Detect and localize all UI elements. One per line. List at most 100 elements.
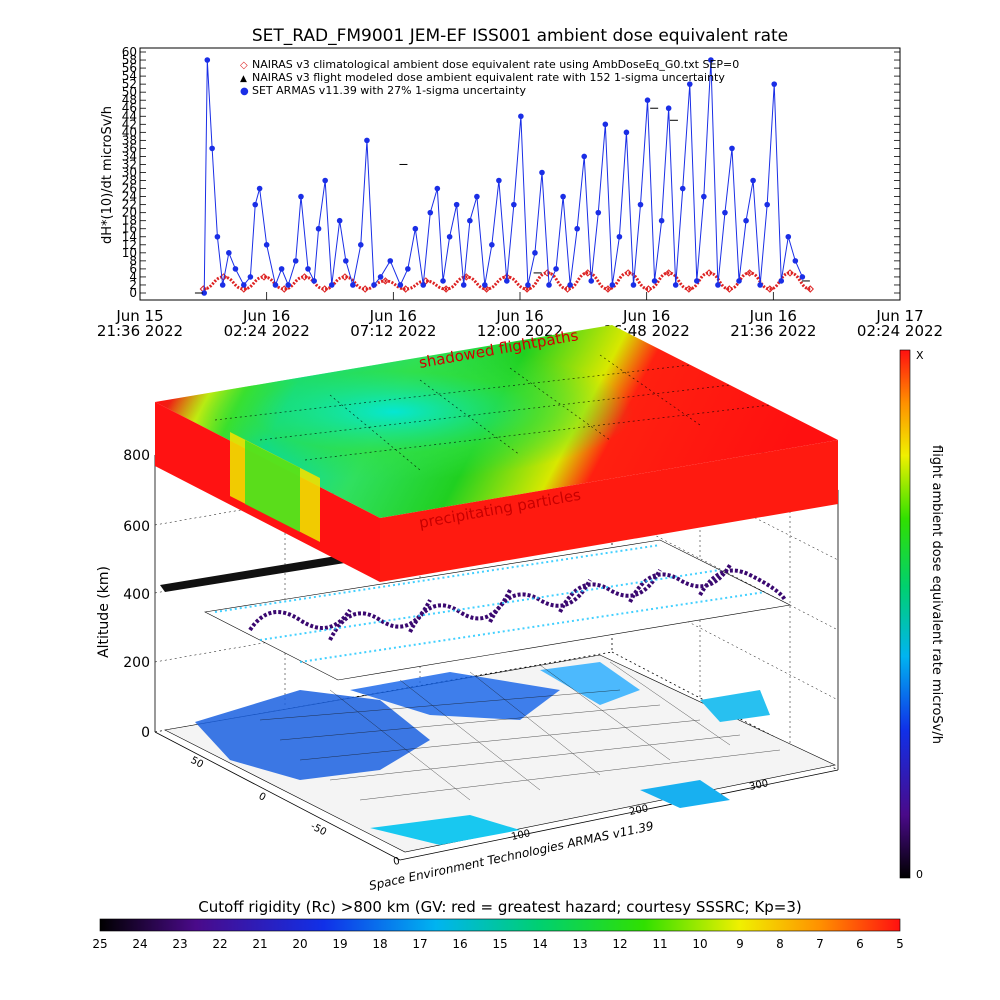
point-nairas-climatological	[442, 285, 450, 293]
point-armas	[364, 137, 370, 144]
point-armas	[328, 282, 335, 288]
point-armas	[504, 278, 510, 284]
point-nairas-climatological	[766, 285, 774, 293]
flightpath-slab: shadowed flightpaths precipitating parti…	[155, 325, 838, 582]
rigidity-colorbar: Cutoff rigidity (Rc) >800 km (GV: red = …	[92, 898, 903, 951]
point-armas	[226, 250, 232, 256]
y-tick-label: 40	[122, 125, 137, 139]
series-line-armas	[203, 60, 803, 294]
point-armas	[322, 177, 328, 184]
rigidity-tick-label: 13	[572, 937, 587, 951]
x-tick-label-time: 02:24 2022	[857, 322, 943, 340]
altitude-ticks: 800 600 400 200 0	[123, 448, 150, 741]
point-nairas-climatological	[604, 285, 612, 293]
point-armas	[377, 274, 384, 280]
point-armas	[209, 145, 215, 152]
y-tick-label: 22	[122, 198, 137, 212]
point-armas	[292, 258, 299, 264]
point-armas	[511, 201, 517, 208]
point-armas	[686, 81, 693, 87]
point-armas	[539, 169, 545, 176]
point-nairas-climatological	[361, 285, 369, 293]
x-tick-label-date: Jun 15	[115, 307, 163, 325]
point-armas	[567, 282, 573, 288]
rigidity-tick-label: 23	[172, 937, 187, 951]
point-armas	[722, 209, 728, 216]
point-armas	[357, 242, 364, 248]
rigidity-tick-label: 15	[492, 937, 507, 951]
dose-colorbar-title: flight ambient dose equivalent rate micr…	[929, 445, 944, 744]
point-nairas-climatological	[745, 269, 754, 277]
alt-tick-600: 600	[123, 519, 150, 535]
lon-tick-300: 300	[748, 778, 769, 793]
point-armas	[616, 233, 623, 240]
rigidity-tick-label: 22	[212, 937, 227, 951]
legend-label-nairas-clim: NAIRAS v3 climatological ambient dose eq…	[252, 58, 739, 71]
point-armas	[574, 225, 580, 232]
y-tick-label: 38	[122, 133, 137, 147]
x-tick-label-date: Jun 16	[495, 307, 543, 325]
point-nairas-climatological	[806, 285, 814, 293]
rigidity-tick-label: 24	[132, 937, 147, 951]
point-armas	[644, 97, 651, 103]
point-armas	[623, 129, 630, 136]
rigidity-tick-label: 6	[856, 937, 864, 951]
y-tick-label: 52	[122, 77, 137, 91]
point-nairas-climatological	[644, 285, 653, 293]
y-tick-label: 16	[122, 222, 137, 236]
point-armas	[609, 282, 616, 288]
rigidity-tick-label: 12	[612, 937, 627, 951]
y-tick-label: 20	[122, 206, 137, 220]
y-tick-label: 6	[129, 262, 137, 276]
point-armas	[658, 217, 665, 224]
point-armas	[387, 258, 394, 264]
point-nairas-climatological	[725, 285, 734, 293]
rigidity-tick-label: 25	[92, 937, 107, 951]
point-nairas-climatological	[664, 269, 673, 277]
point-nairas-climatological	[543, 269, 551, 277]
point-nairas-climatological	[381, 277, 390, 285]
point-nairas-climatological	[341, 273, 349, 281]
point-armas	[240, 282, 247, 288]
y-tick-label: 8	[129, 254, 137, 268]
point-nairas-climatological	[321, 285, 329, 293]
ground-map-plane: 50 0 -50 0 100 200 300	[164, 654, 836, 868]
legend-label-armas: SET ARMAS v11.39 with 27% 1-sigma uncert…	[252, 84, 526, 97]
rigidity-tick-label: 11	[652, 937, 667, 951]
point-armas	[595, 209, 602, 216]
point-nairas-climatological	[685, 285, 693, 293]
rigidity-tick-label: 8	[776, 937, 784, 951]
altitude-3d-panel: 800 600 400 200 0 Altitude (km) 50 0 -50	[96, 325, 839, 893]
point-armas	[637, 201, 644, 208]
point-armas	[785, 233, 792, 240]
y-tick-label: 42	[122, 117, 137, 131]
point-armas	[219, 282, 226, 288]
y-tick-label: 58	[122, 53, 137, 67]
point-armas	[679, 185, 686, 192]
point-armas	[298, 193, 304, 200]
point-armas	[247, 274, 254, 280]
point-armas	[420, 282, 427, 288]
x-tick-label-date: Jun 16	[369, 307, 417, 325]
point-armas	[518, 113, 524, 120]
series-layer	[194, 57, 814, 296]
y-tick-label: 28	[122, 174, 137, 188]
dose-colorbar: X 0 flight ambient dose equivalent rate …	[899, 349, 944, 881]
point-nairas-climatological	[523, 285, 531, 293]
point-armas	[651, 278, 658, 284]
point-armas	[201, 290, 208, 296]
rigidity-tick-label: 14	[532, 937, 547, 951]
x-tick-label-time: 07:12 2022	[350, 322, 436, 340]
point-armas	[412, 225, 419, 232]
alt-tick-400: 400	[123, 587, 150, 603]
y-tick-label: 48	[122, 93, 137, 107]
y-tick-label: 32	[122, 157, 137, 171]
x-tick-label-time: 21:36 2022	[97, 322, 183, 340]
legend-label-nairas-flight: NAIRAS v3 flight modeled dose ambient eq…	[252, 71, 725, 84]
point-armas	[799, 274, 806, 280]
lat-tick-0: 0	[257, 791, 268, 804]
y-tick-label: 2	[129, 278, 137, 292]
y-tick-label: 44	[122, 109, 137, 123]
